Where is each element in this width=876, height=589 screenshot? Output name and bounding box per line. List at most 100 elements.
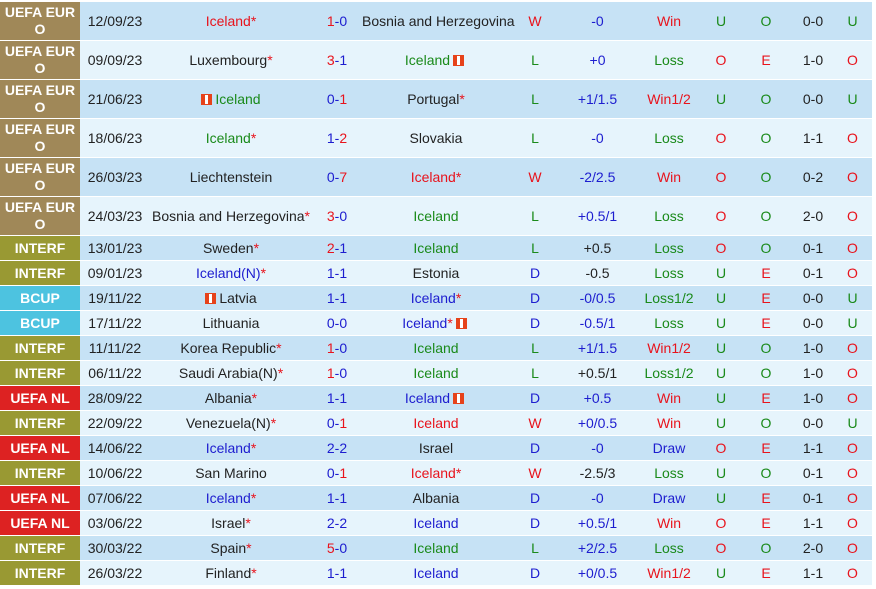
table-row[interactable]: UEFA EURO 18/06/23 Iceland* 1-2 Slovakia… (0, 118, 872, 158)
away-team[interactable]: Iceland* (362, 285, 510, 311)
match-score[interactable]: 1-2 (312, 118, 362, 158)
league-badge[interactable]: UEFA EURO (0, 2, 80, 41)
away-team-name[interactable]: Iceland (413, 365, 459, 381)
home-team-name[interactable]: Iceland (205, 130, 251, 146)
away-team-name[interactable]: Slovakia (409, 130, 463, 146)
home-team[interactable]: Finland* (150, 560, 312, 586)
table-row[interactable]: INTERF 11/11/22 Korea Republic* 1-0 Icel… (0, 335, 872, 361)
away-team[interactable]: Israel (362, 435, 510, 461)
home-team[interactable]: Luxembourg* (150, 40, 312, 80)
home-team[interactable]: Lithuania (150, 310, 312, 336)
away-team[interactable]: Albania (362, 485, 510, 511)
match-score[interactable]: 0-1 (312, 460, 362, 486)
table-row[interactable]: UEFA EURO 12/09/23 Iceland* 1-0 Bosnia a… (0, 2, 872, 41)
match-score[interactable]: 2-1 (312, 235, 362, 261)
away-team-name[interactable]: Iceland (413, 565, 459, 581)
away-team-name[interactable]: Israel (418, 440, 454, 456)
home-team-name[interactable]: Venezuela(N) (185, 415, 271, 431)
match-score[interactable]: 1-1 (312, 260, 362, 286)
home-team[interactable]: Iceland(N)* (150, 260, 312, 286)
home-team-name[interactable]: Iceland(N) (195, 265, 261, 281)
home-team[interactable]: Iceland* (150, 2, 312, 41)
away-team-name[interactable]: Iceland (410, 290, 456, 306)
table-row[interactable]: UEFA NL 07/06/22 Iceland* 1-1 Albania D … (0, 485, 872, 511)
league-badge[interactable]: BCUP (0, 310, 80, 336)
league-badge[interactable]: UEFA NL (0, 485, 80, 511)
home-team[interactable]: Iceland* (150, 435, 312, 461)
home-team-name[interactable]: Spain (210, 540, 247, 556)
match-score[interactable]: 5-0 (312, 535, 362, 561)
home-team[interactable]: Iceland (150, 79, 312, 119)
match-score[interactable]: 1-1 (312, 560, 362, 586)
home-team[interactable]: San Marino (150, 460, 312, 486)
away-team-name[interactable]: Iceland (413, 340, 459, 356)
league-badge[interactable]: UEFA EURO (0, 157, 80, 197)
match-score[interactable]: 1-0 (312, 360, 362, 386)
away-team[interactable]: Iceland (362, 560, 510, 586)
home-team[interactable]: Venezuela(N)* (150, 410, 312, 436)
home-team[interactable]: Sweden* (150, 235, 312, 261)
table-row[interactable]: INTERF 30/03/22 Spain* 5-0 Iceland L +2/… (0, 535, 872, 561)
table-row[interactable]: INTERF 09/01/23 Iceland(N)* 1-1 Estonia … (0, 260, 872, 286)
home-team[interactable]: Bosnia and Herzegovina* (150, 196, 312, 236)
table-row[interactable]: UEFA EURO 24/03/23 Bosnia and Herzegovin… (0, 196, 872, 236)
away-team-name[interactable]: Iceland (413, 515, 459, 531)
table-row[interactable]: UEFA EURO 26/03/23 Liechtenstein 0-7 Ice… (0, 157, 872, 197)
home-team-name[interactable]: Latvia (219, 290, 257, 306)
away-team-name[interactable]: Albania (412, 490, 460, 506)
away-team[interactable]: Iceland (362, 510, 510, 536)
match-score[interactable]: 1-1 (312, 485, 362, 511)
away-team-name[interactable]: Iceland (413, 540, 459, 556)
league-badge[interactable]: UEFA EURO (0, 196, 80, 236)
home-team[interactable]: Iceland* (150, 118, 312, 158)
match-score[interactable]: 1-1 (312, 285, 362, 311)
match-score[interactable]: 0-7 (312, 157, 362, 197)
league-badge[interactable]: INTERF (0, 560, 80, 586)
away-team[interactable]: Bosnia and Herzegovina (362, 2, 515, 41)
away-team[interactable]: Iceland (362, 40, 510, 80)
home-team-name[interactable]: Bosnia and Herzegovina (152, 208, 305, 224)
league-badge[interactable]: INTERF (0, 535, 80, 561)
table-row[interactable]: UEFA NL 03/06/22 Israel* 2-2 Iceland D +… (0, 510, 872, 536)
league-badge[interactable]: INTERF (0, 235, 80, 261)
home-team-name[interactable]: Iceland (205, 13, 251, 29)
league-badge[interactable]: UEFA NL (0, 510, 80, 536)
league-badge[interactable]: UEFA NL (0, 385, 80, 411)
home-team[interactable]: Iceland* (150, 485, 312, 511)
away-team[interactable]: Iceland* (362, 157, 510, 197)
away-team[interactable]: Estonia (362, 260, 510, 286)
league-badge[interactable]: INTERF (0, 360, 80, 386)
home-team-name[interactable]: San Marino (195, 465, 267, 481)
home-team-name[interactable]: Finland (205, 565, 252, 581)
away-team-name[interactable]: Iceland (404, 52, 451, 68)
away-team-name[interactable]: Iceland (413, 240, 459, 256)
away-team[interactable]: Iceland (362, 360, 510, 386)
league-badge[interactable]: UEFA EURO (0, 40, 80, 80)
table-row[interactable]: UEFA NL 14/06/22 Iceland* 2-2 Israel D -… (0, 435, 872, 461)
match-score[interactable]: 2-2 (312, 510, 362, 536)
home-team-name[interactable]: Iceland (215, 91, 261, 107)
away-team-name[interactable]: Iceland (413, 415, 459, 431)
league-badge[interactable]: INTERF (0, 410, 80, 436)
home-team-name[interactable]: Liechtenstein (189, 169, 273, 185)
home-team[interactable]: Korea Republic* (150, 335, 312, 361)
match-score[interactable]: 1-0 (312, 335, 362, 361)
away-team[interactable]: Iceland (362, 235, 510, 261)
away-team[interactable]: Iceland* (362, 310, 510, 336)
home-team[interactable]: Saudi Arabia(N)* (150, 360, 312, 386)
home-team-name[interactable]: Lithuania (202, 315, 260, 331)
table-row[interactable]: BCUP 19/11/22 Latvia 1-1 Iceland* D -0/0… (0, 285, 872, 311)
league-badge[interactable]: UEFA EURO (0, 79, 80, 119)
away-team[interactable]: Iceland* (362, 460, 510, 486)
home-team-name[interactable]: Iceland (205, 490, 251, 506)
away-team[interactable]: Iceland (362, 335, 510, 361)
match-score[interactable]: 0-1 (312, 410, 362, 436)
away-team[interactable]: Iceland (362, 385, 510, 411)
table-row[interactable]: UEFA EURO 09/09/23 Luxembourg* 3-1 Icela… (0, 40, 872, 80)
table-row[interactable]: UEFA EURO 21/06/23 Iceland 0-1 Portugal*… (0, 79, 872, 119)
league-badge[interactable]: INTERF (0, 460, 80, 486)
match-score[interactable]: 0-1 (312, 79, 362, 119)
match-score[interactable]: 2-2 (312, 435, 362, 461)
home-team-name[interactable]: Luxembourg (189, 52, 268, 68)
home-team[interactable]: Spain* (150, 535, 312, 561)
